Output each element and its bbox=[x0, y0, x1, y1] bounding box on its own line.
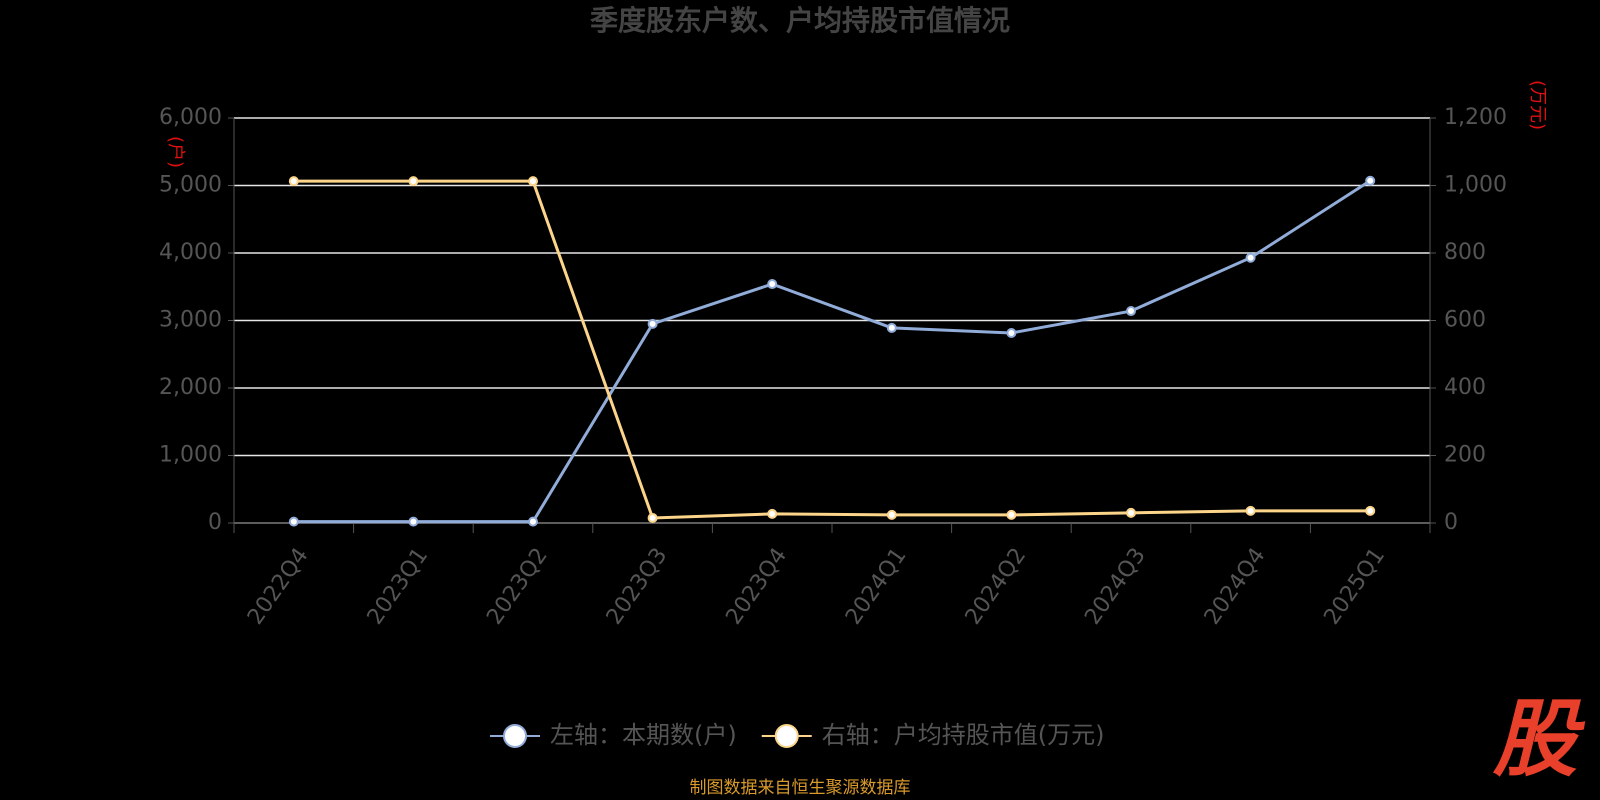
y2-tick-label: 400 bbox=[1444, 375, 1486, 400]
data-point bbox=[408, 176, 419, 187]
data-point bbox=[886, 322, 897, 333]
data-point bbox=[528, 516, 538, 527]
y2-tick-label: 800 bbox=[1444, 240, 1486, 265]
data-point bbox=[528, 176, 538, 187]
data-point bbox=[1006, 509, 1017, 520]
chart-title: 季度股东户数、户均持股市值情况 bbox=[590, 4, 1010, 37]
x-tick-label: 2024Q1 bbox=[841, 544, 912, 630]
legend-label: 左轴：本期数(户) bbox=[550, 721, 737, 749]
logo: 股 bbox=[1492, 690, 1586, 788]
data-point bbox=[1365, 505, 1376, 516]
data-point bbox=[1245, 252, 1256, 263]
legend-marker bbox=[774, 724, 799, 748]
y-tick-label: 6,000 bbox=[159, 105, 222, 130]
y-tick-label: 5,000 bbox=[159, 173, 222, 198]
series-line bbox=[293, 179, 1371, 520]
x-tick-label: 2023Q3 bbox=[602, 544, 673, 630]
y-tick-label: 3,000 bbox=[159, 308, 222, 333]
data-point bbox=[1245, 505, 1256, 516]
legend-label: 右轴：户均持股市值(万元) bbox=[822, 721, 1105, 749]
x-tick-label: 2024Q3 bbox=[1080, 544, 1151, 630]
y-axis-label: (户) bbox=[165, 136, 186, 168]
y2-tick-label: 0 bbox=[1444, 510, 1458, 535]
data-point bbox=[1006, 327, 1017, 338]
y-tick-label: 1,000 bbox=[159, 443, 222, 468]
x-tick-label: 2023Q2 bbox=[482, 544, 553, 630]
data-point bbox=[408, 516, 419, 527]
data-point bbox=[1126, 306, 1136, 317]
x-tick-label: 2024Q4 bbox=[1200, 544, 1271, 630]
data-point bbox=[886, 509, 897, 520]
y-tick-label: 0 bbox=[208, 510, 222, 535]
legend-marker bbox=[503, 724, 527, 748]
data-point bbox=[1126, 507, 1136, 518]
data-point bbox=[288, 176, 299, 187]
data-point bbox=[767, 279, 778, 290]
series-line bbox=[293, 179, 1372, 524]
data-point bbox=[1365, 175, 1376, 186]
y2-axis-label: (万元) bbox=[1527, 80, 1548, 130]
y2-tick-label: 600 bbox=[1444, 308, 1486, 333]
data-point bbox=[647, 512, 658, 523]
data-point bbox=[288, 516, 299, 527]
x-tick-label: 2023Q1 bbox=[363, 544, 434, 630]
y2-tick-label: 1,200 bbox=[1444, 105, 1507, 130]
x-tick-label: 2024Q2 bbox=[961, 544, 1032, 630]
y2-tick-label: 1,000 bbox=[1444, 173, 1507, 198]
x-tick-label: 2025Q1 bbox=[1319, 544, 1390, 630]
source-note: 制图数据来自恒生聚源数据库 bbox=[690, 778, 911, 798]
y-tick-label: 2,000 bbox=[159, 375, 222, 400]
data-point bbox=[647, 318, 658, 329]
x-tick-label: 2023Q4 bbox=[721, 544, 792, 630]
data-point bbox=[767, 508, 778, 519]
y2-tick-label: 200 bbox=[1444, 443, 1486, 468]
x-tick-label: 2022Q4 bbox=[243, 544, 314, 630]
y-tick-label: 4,000 bbox=[159, 240, 222, 265]
